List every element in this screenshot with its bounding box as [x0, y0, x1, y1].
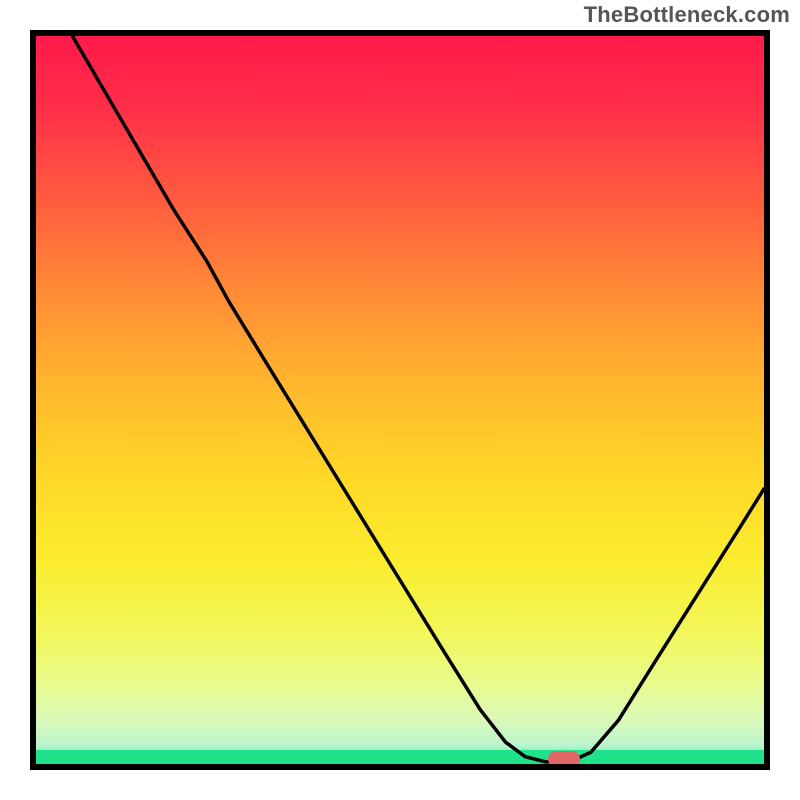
chart-green-baseline-band [36, 750, 764, 764]
chart-container: { "watermark": { "text": "TheBottleneck.… [0, 0, 800, 800]
watermark-text: TheBottleneck.com [584, 2, 790, 28]
optimum-marker [548, 751, 580, 767]
chart-background-gradient [36, 36, 764, 764]
